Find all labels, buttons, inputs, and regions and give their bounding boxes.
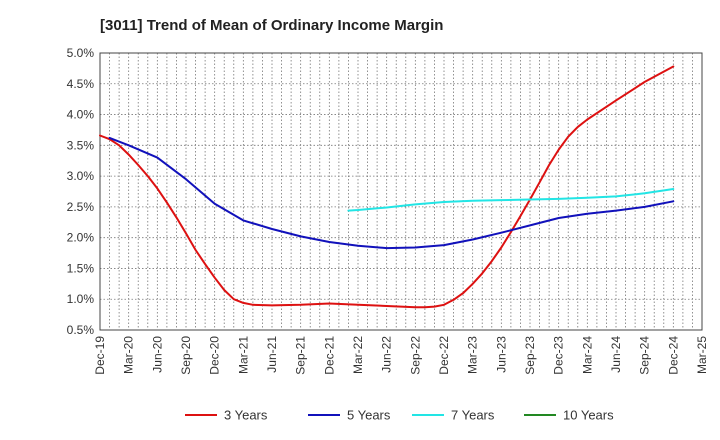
legend-label: 5 Years <box>347 408 391 423</box>
y-tick-label: 0.5% <box>67 323 95 337</box>
y-axis-ticks: 0.5% 1.0% 1.5% 2.0% 2.5% 3.0% 3.5% 4.0% 4.5% 5.0% <box>67 46 95 337</box>
x-tick-label: Sep-22 <box>408 336 422 375</box>
y-tick-label: 1.5% <box>67 261 95 275</box>
x-tick-label: Jun-20 <box>150 336 164 373</box>
x-tick-label: Dec-23 <box>552 336 566 375</box>
x-tick-label: Mar-25 <box>695 336 709 374</box>
y-tick-label: 1.0% <box>67 292 95 306</box>
plot-frame <box>99 52 703 331</box>
grid-lines <box>100 53 702 330</box>
x-tick-label: Dec-19 <box>93 336 107 375</box>
x-tick-label: Mar-23 <box>466 336 480 374</box>
series-line-3-years <box>99 65 675 309</box>
y-tick-label: 3.5% <box>67 138 95 152</box>
x-tick-label: Dec-22 <box>437 336 451 375</box>
x-tick-label: Mar-22 <box>351 336 365 374</box>
x-tick-label: Dec-21 <box>322 336 336 375</box>
series-line-5-years <box>108 136 675 250</box>
legend: 3 Years 5 Years 7 Years 10 Years <box>185 408 614 423</box>
x-tick-label: Jun-22 <box>380 336 394 373</box>
legend-label: 10 Years <box>563 408 614 423</box>
y-tick-label: 2.5% <box>67 200 95 214</box>
x-tick-label: Mar-20 <box>122 336 136 374</box>
y-tick-label: 2.0% <box>67 231 95 245</box>
series-lines <box>99 65 675 309</box>
x-tick-label: Sep-21 <box>294 336 308 375</box>
y-tick-label: 3.0% <box>67 169 95 183</box>
legend-label: 7 Years <box>451 408 495 423</box>
x-tick-label: Jun-24 <box>609 336 623 373</box>
x-tick-label: Sep-24 <box>638 336 652 375</box>
chart-title: [3011] Trend of Mean of Ordinary Income … <box>100 17 443 34</box>
x-tick-label: Mar-21 <box>236 336 250 374</box>
x-tick-label: Dec-20 <box>208 336 222 375</box>
x-tick-label: Dec-24 <box>666 336 680 375</box>
y-tick-label: 4.5% <box>67 77 95 91</box>
x-tick-label: Mar-24 <box>580 336 594 374</box>
x-tick-label: Sep-23 <box>523 336 537 375</box>
y-tick-label: 5.0% <box>67 46 95 60</box>
x-tick-label: Sep-20 <box>179 336 193 375</box>
legend-label: 3 Years <box>224 408 268 423</box>
x-tick-label: Jun-23 <box>494 336 508 373</box>
series-line-7-years <box>347 188 675 212</box>
y-tick-label: 4.0% <box>67 108 95 122</box>
x-tick-label: Jun-21 <box>265 336 279 373</box>
x-axis-ticks: Dec-19 Mar-20 Jun-20 Sep-20 Dec-20 Mar-21 Jun-… <box>93 336 709 375</box>
